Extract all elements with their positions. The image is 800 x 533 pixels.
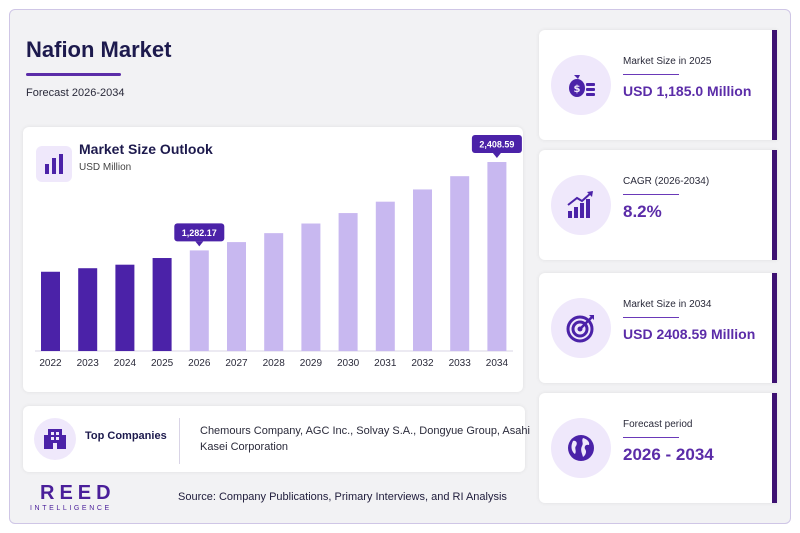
data-label-2034: 2,408.59 [471,135,522,159]
kpi-card-cagr: CAGR (2026-2034) 8.2% [539,150,777,260]
x-tick-label: 2024 [114,358,137,369]
x-tick-label: 2031 [374,358,397,369]
growth-chart-icon [551,175,611,235]
bar-chart: 2022 2023 2024 2025 2026 2027 2028 2029 2030 2031… [35,135,522,369]
kpi-underline [623,317,679,318]
bar-2031 [375,201,395,351]
kpi-card-market-size-2034: Market Size in 2034 USD 2408.59 Million [539,273,777,383]
chart-unit: USD Million [79,162,132,173]
bar-2027 [227,242,246,351]
kpi-label: CAGR (2026-2034) [623,176,710,187]
brand-logo-wordmark: REED [40,482,116,504]
bar-2034 [487,162,507,351]
svg-text:1,282.17: 1,282.17 [182,228,217,238]
kpi-card-forecast-period: Forecast period 2026 - 2034 [539,393,777,503]
x-tick-label: 2023 [77,358,100,369]
bar-2032 [413,189,432,351]
bar-2022 [41,271,60,351]
page-subtitle: Forecast 2026-2034 [26,87,125,99]
kpi-label: Market Size in 2025 [623,56,712,67]
kpi-value: 2026 - 2034 [623,445,714,464]
source-note: Source: Company Publications, Primary In… [178,491,507,503]
x-tick-label: 2032 [411,358,434,369]
bar-2028 [264,233,284,351]
bar-2029 [301,223,321,351]
kpi-value: 8.2% [623,202,662,221]
bar-2030 [338,213,358,351]
x-tick-label: 2022 [39,358,62,369]
x-tick-label: 2027 [225,358,248,369]
x-tick-label: 2034 [486,358,509,369]
top-companies-list: Chemours Company, AGC Inc., Solvay S.A.,… [200,425,530,453]
svg-text:$: $ [574,84,581,95]
svg-text:2,408.59: 2,408.59 [479,140,514,150]
kpi-underline [623,437,679,438]
bar-2024 [115,264,135,351]
divider [179,418,180,464]
target-icon [551,298,611,358]
kpi-underline [623,194,679,195]
kpi-label: Market Size in 2034 [623,299,712,310]
bar-2025 [152,258,172,351]
x-tick-label: 2025 [151,358,174,369]
kpi-card-market-size-2025: $ Market Size in 2025 USD 1,185.0 Millio… [539,30,777,140]
x-tick-label: 2026 [188,358,211,369]
top-companies-card: Top Companies Chemours Company, AGC Inc.… [23,406,530,472]
chart-title: Market Size Outlook [79,141,213,157]
bar-chart-icon [36,146,72,182]
bar-2026 [189,250,209,351]
bar-2033 [450,176,470,351]
x-tick-label: 2030 [337,358,360,369]
x-tick-label: 2028 [263,358,286,369]
brand-logo-tagline: INTELLIGENCE [30,505,112,512]
top-companies-label: Top Companies [85,430,167,442]
kpi-label: Forecast period [623,419,693,430]
title-underline [26,73,121,76]
x-tick-label: 2029 [300,358,323,369]
kpi-value: USD 1,185.0 Million [623,83,752,99]
kpi-underline [623,74,679,75]
globe-icon [551,418,611,478]
x-tick-label: 2033 [449,358,472,369]
building-icon [34,418,76,460]
data-label-2026: 1,282.17 [174,223,225,247]
bar-2023 [78,268,98,351]
kpi-value: USD 2408.59 Million [623,326,756,342]
money-bag-icon: $ [551,55,611,115]
page-title: Nafion Market [26,37,172,62]
chart-card: 2022 2023 2024 2025 2026 2027 2028 2029 2030 2031… [23,127,523,392]
